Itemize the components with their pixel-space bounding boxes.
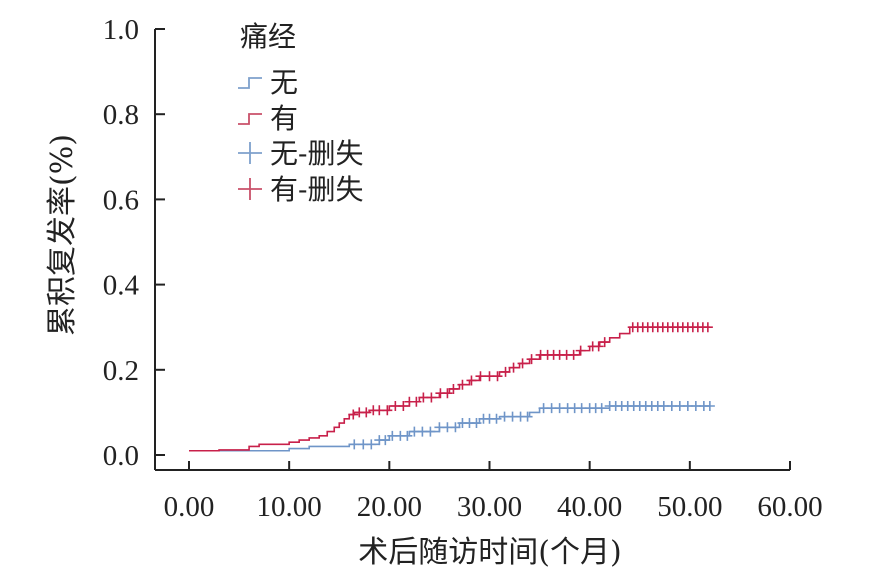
censor-mark-1-9: [411, 396, 422, 407]
censor-mark-0-32: [596, 403, 607, 414]
x-tick-label-2: 20.00: [357, 491, 422, 523]
y-tick-label-3: 0.6: [103, 184, 139, 216]
x-axis-title: 术后随访时间(个月): [358, 535, 621, 570]
y-axis-title: 累积复发率(%): [45, 134, 80, 336]
censor-mark-1-21: [508, 362, 519, 373]
y-tick-label-1: 0.2: [103, 355, 139, 387]
censor-mark-0-13: [450, 422, 461, 433]
censor-mark-1-33: [599, 337, 610, 348]
censor-mark-1-23: [526, 354, 537, 365]
legend-label-0: 无: [270, 66, 298, 99]
censor-mark-0-19: [491, 413, 502, 424]
y-tick-label-0: 0.0: [103, 440, 139, 472]
legend-swatch-3: [238, 178, 262, 200]
tick-marks: 0.0 0.2 0.4 0.6 0.8 1.0 0.00 10.00 20.00 30.00 40.…: [103, 14, 823, 523]
censor-mark-1-19: [492, 371, 503, 382]
y-tick-label-5: 1.0: [103, 14, 139, 46]
censor-mark-1-13: [442, 388, 453, 399]
censor-mark-0-2: [366, 439, 377, 450]
censor-mark-0-7: [402, 430, 413, 441]
censor-mark-0-0: [349, 439, 360, 450]
censor-mark-1-32: [593, 341, 604, 352]
censor-mark-1-17: [475, 371, 486, 382]
x-tick-label-3: 30.00: [457, 491, 522, 523]
axes: [154, 29, 790, 471]
censor-mark-0-10: [425, 426, 436, 437]
x-tick-label-4: 40.00: [557, 491, 622, 523]
legend-label-3: 有-删失: [270, 173, 363, 206]
censor-marks: [348, 322, 715, 450]
x-tick-label-0: 0.00: [164, 491, 215, 523]
x-tick-label-1: 10.00: [257, 491, 322, 523]
censor-mark-1-22: [517, 358, 528, 369]
censor-mark-0-16: [471, 418, 482, 429]
censor-mark-1-14: [448, 383, 459, 394]
y-tick-label-4: 0.8: [103, 99, 139, 131]
y-tick-label-2: 0.4: [103, 270, 140, 302]
legend-swatch-2: [238, 142, 262, 164]
censor-mark-1-29: [568, 349, 579, 360]
legend-label-2: 无-删失: [270, 137, 363, 170]
censor-mark-1-0: [348, 409, 359, 420]
x-tick-label-5: 50.00: [657, 491, 722, 523]
censor-mark-0-4: [380, 435, 391, 446]
censor-mark-0-23: [522, 411, 533, 422]
censor-mark-1-49: [702, 322, 713, 333]
censor-mark-1-15: [457, 379, 468, 390]
censor-mark-1-20: [500, 366, 511, 377]
legend-label-1: 有: [270, 102, 298, 135]
censor-mark-1-11: [426, 392, 437, 403]
legend-swatch-0: [238, 77, 262, 89]
censor-mark-1-5: [382, 405, 393, 416]
censor-mark-1-16: [466, 375, 477, 386]
censor-mark-0-48: [704, 401, 715, 412]
legend: 痛经 无有无-删失有-删失: [238, 20, 363, 206]
x-tick-label-6: 60.00: [757, 491, 822, 523]
censor-mark-1-30: [575, 345, 586, 356]
legend-title: 痛经: [240, 20, 296, 53]
censor-mark-1-7: [398, 401, 409, 412]
censor-mark-1-2: [361, 407, 372, 418]
legend-swatch-1: [238, 113, 262, 125]
